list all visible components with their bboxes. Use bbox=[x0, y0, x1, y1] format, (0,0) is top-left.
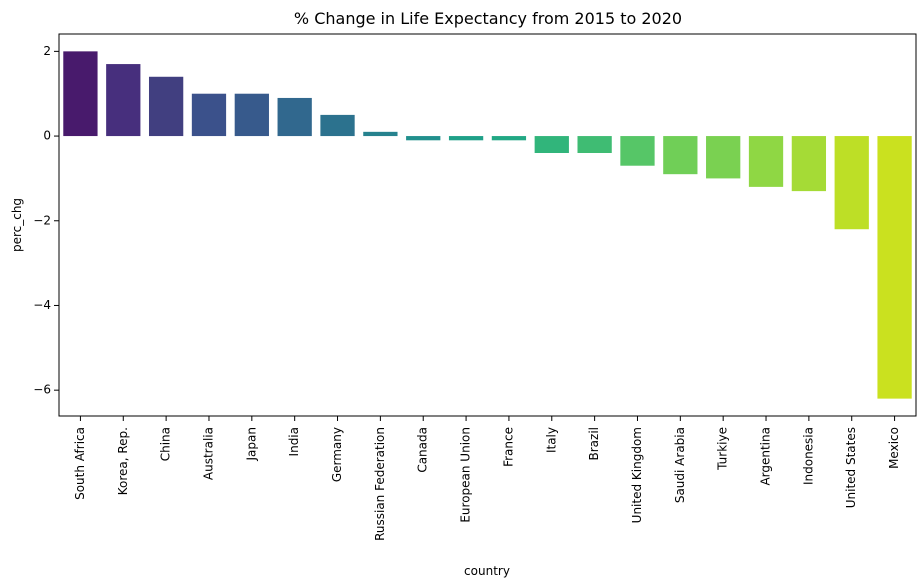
bar bbox=[106, 64, 141, 137]
x-tick-label: Canada bbox=[416, 427, 430, 473]
bar bbox=[791, 136, 827, 192]
bar bbox=[63, 51, 98, 137]
y-tick-label: 0 bbox=[43, 129, 51, 143]
x-tick-label: Germany bbox=[330, 427, 344, 482]
x-tick-label: Saudi Arabia bbox=[673, 427, 687, 503]
x-tick-label: Korea, Rep. bbox=[116, 427, 130, 495]
x-tick-label: Argentina bbox=[759, 427, 773, 486]
bar bbox=[406, 136, 441, 141]
x-tick-label: Indonesia bbox=[801, 427, 815, 485]
bar bbox=[877, 136, 912, 399]
bar bbox=[534, 136, 569, 153]
bar bbox=[320, 114, 355, 137]
x-tick-label: Italy bbox=[544, 427, 558, 453]
x-axis-ticks: South Africa Korea, Rep. China Australia Jap… bbox=[73, 416, 901, 541]
bar bbox=[620, 136, 655, 166]
x-tick-label: European Union bbox=[459, 427, 473, 523]
x-axis-title: country bbox=[464, 564, 510, 578]
bar bbox=[363, 131, 398, 137]
y-axis-ticks: 2 0 −2 −4 −6 bbox=[33, 44, 59, 397]
x-tick-label: Brazil bbox=[587, 427, 601, 461]
x-tick-label: United Kingdom bbox=[630, 427, 644, 523]
x-tick-label: Turkiye bbox=[716, 427, 730, 471]
y-tick-label: −6 bbox=[33, 383, 51, 397]
bar bbox=[706, 136, 741, 179]
bar bbox=[277, 97, 312, 137]
x-tick-label: Japan bbox=[244, 427, 258, 461]
y-axis-title: perc_chg bbox=[10, 198, 24, 252]
y-tick-label: −4 bbox=[33, 298, 51, 312]
y-tick-label: 2 bbox=[43, 44, 51, 58]
bar bbox=[491, 136, 527, 141]
bar bbox=[448, 136, 484, 141]
plot-area bbox=[59, 34, 916, 416]
bar bbox=[191, 93, 227, 137]
bars-group bbox=[63, 51, 912, 399]
x-tick-label: Australia bbox=[201, 427, 215, 480]
bar bbox=[577, 136, 612, 153]
plot-frame bbox=[58, 33, 917, 417]
bar bbox=[663, 136, 698, 175]
bar bbox=[748, 136, 784, 187]
x-tick-label: India bbox=[287, 427, 301, 456]
x-tick-label: France bbox=[501, 427, 515, 467]
x-tick-label: China bbox=[159, 427, 173, 461]
bar bbox=[148, 76, 184, 137]
bar bbox=[834, 136, 869, 230]
chart-title: % Change in Life Expectancy from 2015 to… bbox=[294, 9, 682, 28]
bar bbox=[234, 93, 269, 137]
x-tick-label: Russian Federation bbox=[373, 427, 387, 541]
y-tick-label: −2 bbox=[33, 213, 51, 227]
x-tick-label: United States bbox=[844, 427, 858, 508]
x-tick-label: South Africa bbox=[73, 427, 87, 500]
x-tick-label: Mexico bbox=[887, 427, 901, 469]
